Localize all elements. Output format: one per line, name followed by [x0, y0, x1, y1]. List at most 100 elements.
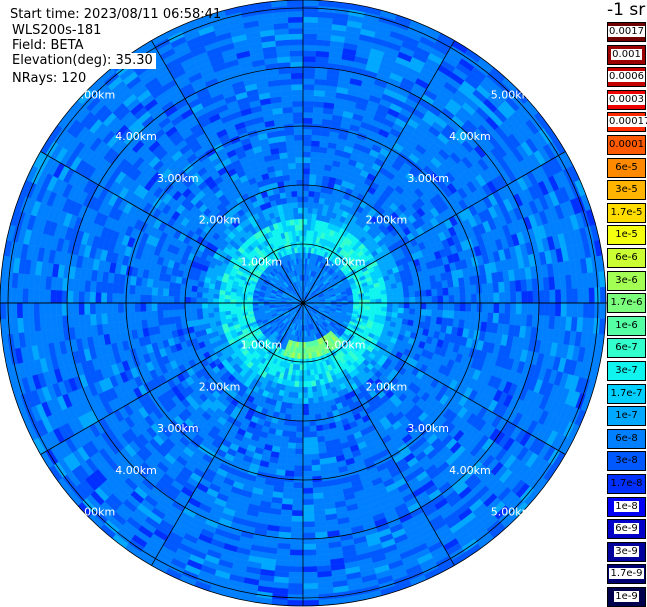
range-gate-cell [101, 281, 108, 293]
range-gate-cell [174, 315, 182, 324]
range-gate-cell [509, 313, 517, 326]
range-gate-cell [291, 89, 304, 96]
range-gate-cell [402, 313, 410, 320]
range-gate-cell [298, 213, 304, 220]
range-gate-cell [370, 299, 377, 304]
range-gate-cell [246, 299, 253, 304]
range-gate-cell [397, 287, 404, 294]
range-gate-cell [279, 84, 292, 92]
range-gate-cell [280, 441, 289, 449]
range-gate-cell [191, 285, 198, 293]
range-gate-cell [287, 151, 296, 159]
range-gate-cell [308, 190, 315, 198]
range-gate-cell [287, 202, 294, 209]
range-gate-cell [313, 196, 320, 204]
range-gate-cell [285, 140, 295, 147]
range-gate-cell [73, 314, 80, 328]
range-gate-cell [291, 190, 298, 198]
range-gate-cell [302, 117, 313, 124]
range-gate-cell [396, 281, 403, 289]
range-gate-cell [174, 282, 182, 291]
range-gate-cell [347, 297, 354, 301]
range-gate-cell [219, 311, 226, 317]
range-gate-cell [218, 302, 225, 308]
range-gate-cell [426, 296, 433, 304]
range-gate-cell [302, 72, 316, 80]
range-gate-cell [459, 294, 466, 304]
range-gate-cell [213, 293, 220, 299]
range-gate-cell [203, 317, 210, 325]
range-gate-cell [364, 295, 371, 300]
range-gate-cell [252, 305, 259, 309]
range-gate-cell [302, 386, 308, 393]
range-gate-cell [281, 95, 293, 103]
range-gate-cell [302, 145, 312, 152]
range-gate-cell [213, 302, 220, 308]
range-gate-cell [280, 163, 290, 171]
range-gate-cell [425, 309, 433, 317]
range-gate-cell [288, 436, 297, 444]
range-gate-cell [442, 302, 450, 311]
range-gate-cell [311, 140, 321, 147]
range-gate-cell [213, 298, 220, 304]
range-gate-cell [317, 157, 326, 165]
range-gate-cell [430, 281, 438, 290]
range-gate-cell [314, 78, 327, 86]
range-gate-cell [302, 106, 314, 113]
range-gate-cell [408, 285, 415, 293]
range-gate-cell [129, 284, 136, 295]
range-gate-cell [246, 302, 253, 307]
range-gate-cell [202, 312, 209, 319]
range-gate-cell [295, 230, 300, 237]
range-gate-cell [381, 298, 388, 304]
range-gate-cell [431, 302, 438, 311]
range-gate-cell [302, 442, 311, 450]
range-gate-cell [364, 302, 371, 307]
range-gate-cell [297, 196, 304, 203]
range-gate-cell [481, 283, 489, 294]
range-gate-cell [302, 229, 307, 236]
range-gate-cell [168, 295, 175, 304]
range-gate-cell [78, 279, 86, 292]
range-gate-cell [235, 299, 242, 304]
range-gate-cell [447, 310, 455, 319]
range-gate-cell [283, 481, 294, 489]
range-gate-cell [392, 292, 399, 299]
range-gate-cell [302, 224, 308, 231]
range-gate-cell [288, 213, 295, 221]
range-gate-cell [201, 307, 209, 314]
range-gate-cell [310, 453, 320, 461]
range-gate-cell [291, 403, 298, 410]
range-gate-cell [314, 185, 322, 193]
range-gate-cell [296, 414, 304, 421]
range-gate-cell [302, 510, 315, 517]
range-gate-cell [285, 459, 295, 466]
range-gate-cell [464, 285, 472, 295]
range-gate-cell [284, 129, 295, 136]
range-gate-cell [179, 296, 186, 304]
range-gate-cell [190, 302, 197, 310]
range-gate-cell [392, 297, 399, 304]
range-gate-cell [302, 156, 311, 164]
range-gate-cell [386, 307, 393, 313]
range-gate-cell [246, 305, 253, 310]
range-gate-cell [290, 532, 304, 539]
range-gate-cell [369, 291, 376, 297]
range-gate-cell [504, 302, 511, 315]
range-gate-cell [297, 207, 304, 214]
range-gate-cell [299, 364, 304, 371]
range-gate-cell [403, 297, 410, 304]
range-gate-cell [290, 526, 304, 534]
range-gate-cell [403, 291, 410, 298]
range-gate-cell [73, 278, 80, 292]
range-gate-cell [218, 294, 226, 300]
range-gate-cell [163, 280, 171, 290]
range-gate-cell [134, 302, 141, 312]
range-gate-cell [84, 314, 92, 327]
range-gate-cell [192, 319, 199, 327]
range-gate-cell [302, 246, 307, 253]
range-gate-cell [185, 290, 192, 298]
range-gate-cell [302, 151, 312, 158]
range-gate-cell [134, 294, 141, 304]
range-gate-cell [409, 302, 416, 310]
